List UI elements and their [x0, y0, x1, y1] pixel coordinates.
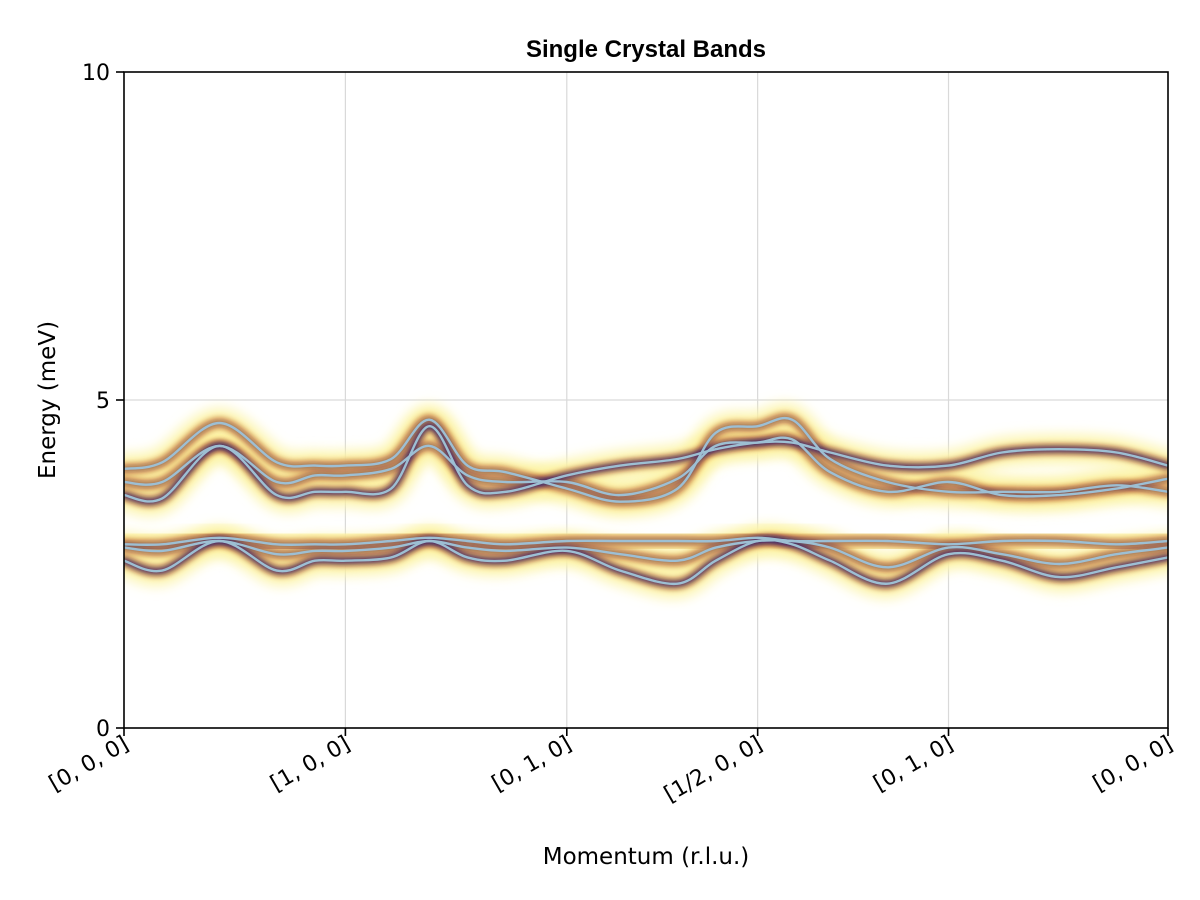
y-axis-label: Energy (meV) [35, 321, 61, 479]
band-curve-4 [124, 538, 1168, 586]
y-axis-ticks: 0 5 10 [82, 61, 124, 742]
band-curve-3 [124, 416, 1168, 503]
chart-title: Single Crystal Bands [526, 36, 766, 63]
x-tick-label: [0, 1, 0] [870, 732, 958, 797]
y-tick-label: 0 [96, 717, 110, 742]
y-tick-label: 10 [82, 61, 110, 86]
x-tick-label: [1/2, 0, 0] [660, 732, 767, 808]
band-curve-1 [124, 424, 1168, 503]
band-curve-2 [124, 436, 1168, 498]
y-tick-label: 5 [96, 389, 110, 414]
band-curves [124, 416, 1168, 586]
x-tick-label: [0, 1, 0] [488, 732, 576, 797]
band-curve-5 [124, 538, 1168, 569]
x-axis-ticks: [0, 0, 0] [1, 0, 0] [0, 1, 0] [1/2, 0, 0] [0… [45, 728, 1177, 807]
x-axis-label: Momentum (r.l.u.) [543, 844, 750, 870]
x-tick-label: [1, 0, 0] [266, 732, 354, 797]
x-tick-label: [0, 0, 0] [1089, 732, 1177, 797]
grid-lines [124, 72, 1168, 728]
band-curve-6 [124, 536, 1168, 546]
x-tick-label: [0, 0, 0] [45, 732, 133, 797]
